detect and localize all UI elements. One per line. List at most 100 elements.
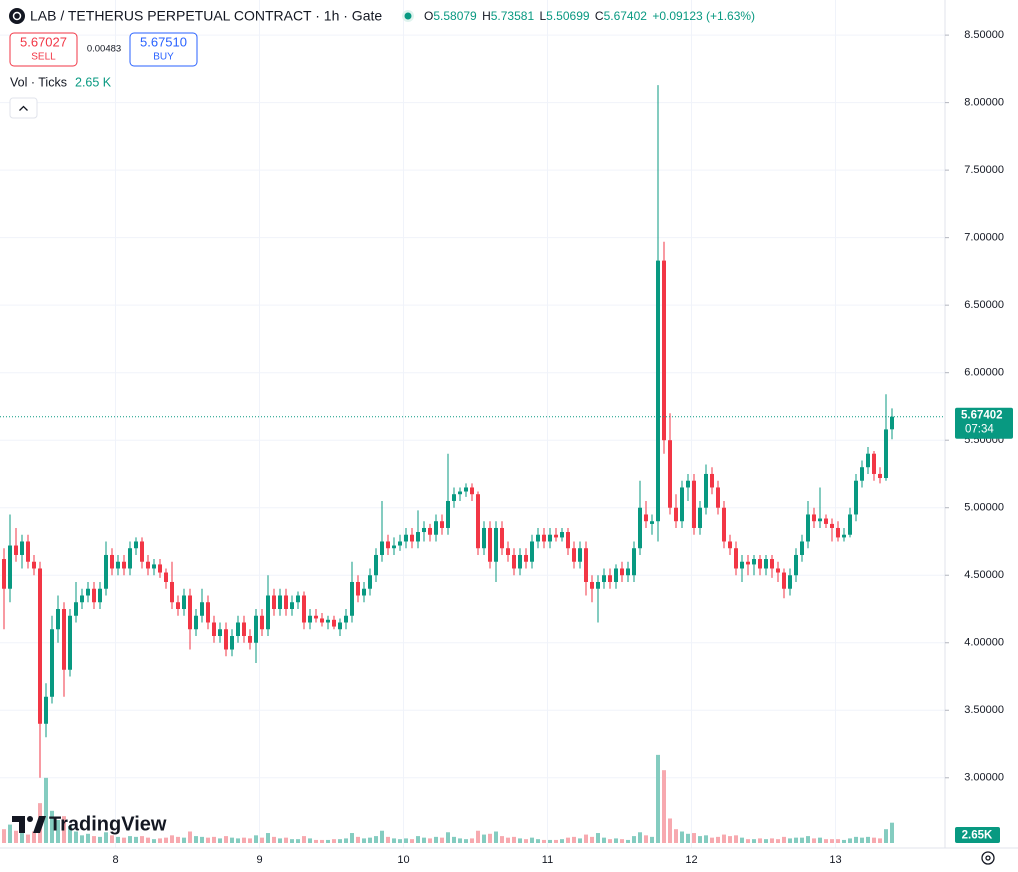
volume-bar <box>200 836 204 843</box>
candle-body <box>524 554 528 562</box>
volume-bar <box>398 839 402 843</box>
candle-body <box>8 545 12 589</box>
volume-bar <box>410 839 414 843</box>
candle-body <box>710 473 714 488</box>
candle-body <box>314 615 318 619</box>
candle-body <box>458 491 462 495</box>
volume-bar <box>722 834 726 843</box>
buy-button[interactable]: 5.67510 BUY <box>129 32 198 67</box>
candle-body <box>80 595 84 603</box>
sell-price[interactable]: 5.67027 <box>20 34 67 49</box>
ohlc-value: 5.50699 <box>546 9 590 23</box>
candle-body <box>716 487 720 508</box>
candle-body <box>206 602 210 623</box>
buy-price[interactable]: 5.67510 <box>140 34 187 49</box>
volume-bar <box>632 836 636 843</box>
candle-body <box>122 561 126 569</box>
ohlc-value: 5.67402 <box>604 9 648 23</box>
volume-bar <box>140 836 144 843</box>
volume-bar <box>434 836 438 843</box>
sell-label[interactable]: SELL <box>31 52 56 63</box>
axis-layer: 3.000003.500004.000004.500005.000005.500… <box>112 29 1013 866</box>
candle-body <box>434 521 438 535</box>
collapse-button[interactable] <box>9 97 38 119</box>
volume-bar <box>230 837 234 843</box>
candle-body <box>782 572 786 589</box>
volume-bar <box>386 836 390 843</box>
y-tick-label: 6.50000 <box>964 299 1004 311</box>
buy-box[interactable] <box>129 32 198 67</box>
volume-bar <box>662 770 666 843</box>
ohlc-value: 5.58079 <box>433 9 477 23</box>
buy-label[interactable]: BUY <box>153 52 174 63</box>
y-tick-label: 3.50000 <box>964 704 1004 716</box>
candle-body <box>422 527 426 533</box>
sell-button[interactable]: 5.67027 SELL <box>9 32 78 67</box>
volume-bar <box>638 832 642 843</box>
volume-bar <box>92 836 96 843</box>
collapse-caret[interactable] <box>19 105 28 111</box>
candle-body <box>404 534 408 542</box>
candle-body <box>518 554 522 569</box>
candle-body <box>698 507 702 528</box>
volume-bar <box>98 836 102 843</box>
candle-body <box>860 467 864 481</box>
grid <box>0 0 945 848</box>
volume-bar <box>314 839 318 843</box>
settings-icon-center[interactable] <box>985 855 991 861</box>
candle-body <box>560 532 564 538</box>
volume-bar <box>854 836 858 843</box>
volume-bar <box>152 839 156 843</box>
candle-body <box>116 561 120 569</box>
y-tick-label: 6.00000 <box>964 367 1004 379</box>
sell-box[interactable] <box>9 32 78 67</box>
y-tick-label: 8.00000 <box>964 97 1004 109</box>
candle-body <box>386 541 390 549</box>
volume-bar <box>182 837 186 843</box>
candle-body <box>770 559 774 569</box>
volume-bar <box>134 836 138 843</box>
volume-bar <box>494 831 498 843</box>
candle-body <box>230 636 234 650</box>
candle-body <box>32 561 36 569</box>
chart-title: LAB / TETHERUS PERPETUAL CONTRACT · 1h ·… <box>30 8 382 24</box>
volume-bar <box>320 839 324 843</box>
volume-bar <box>284 837 288 843</box>
volume-bar <box>464 839 468 843</box>
candle-body <box>266 595 270 630</box>
candle-body <box>272 595 276 609</box>
volume-bar <box>716 836 720 843</box>
volume-bar <box>206 837 210 843</box>
candle-body <box>842 534 846 538</box>
candle-body <box>50 629 54 697</box>
y-tick-label: 7.50000 <box>964 164 1004 176</box>
volume-bar <box>512 836 516 843</box>
volume-bar <box>2 829 6 843</box>
candle-body <box>374 554 378 576</box>
candle-body <box>164 572 168 582</box>
settings-icon[interactable] <box>981 851 995 865</box>
candle-body <box>38 568 42 724</box>
candle-body <box>188 595 192 630</box>
volume-bar <box>764 839 768 843</box>
candle-body <box>662 260 666 441</box>
y-tick-label: 8.50000 <box>964 29 1004 41</box>
volume-bar <box>56 820 60 843</box>
volume-bar <box>482 834 486 843</box>
candle-body <box>476 494 480 549</box>
volume-bar <box>188 831 192 843</box>
settings-button[interactable] <box>981 851 995 865</box>
volume-bar <box>668 818 672 843</box>
volume-bar <box>44 777 48 843</box>
candle-body <box>674 507 678 522</box>
volume-bar <box>242 837 246 843</box>
candle-body <box>566 532 570 549</box>
collapse-box[interactable] <box>9 97 38 119</box>
volume-bar <box>128 836 132 843</box>
volume-bar <box>824 839 828 843</box>
volume-bar <box>104 832 108 843</box>
candle-body <box>680 487 684 522</box>
candle-body <box>110 554 114 569</box>
volume-bar <box>122 837 126 843</box>
volume-bar <box>728 836 732 843</box>
